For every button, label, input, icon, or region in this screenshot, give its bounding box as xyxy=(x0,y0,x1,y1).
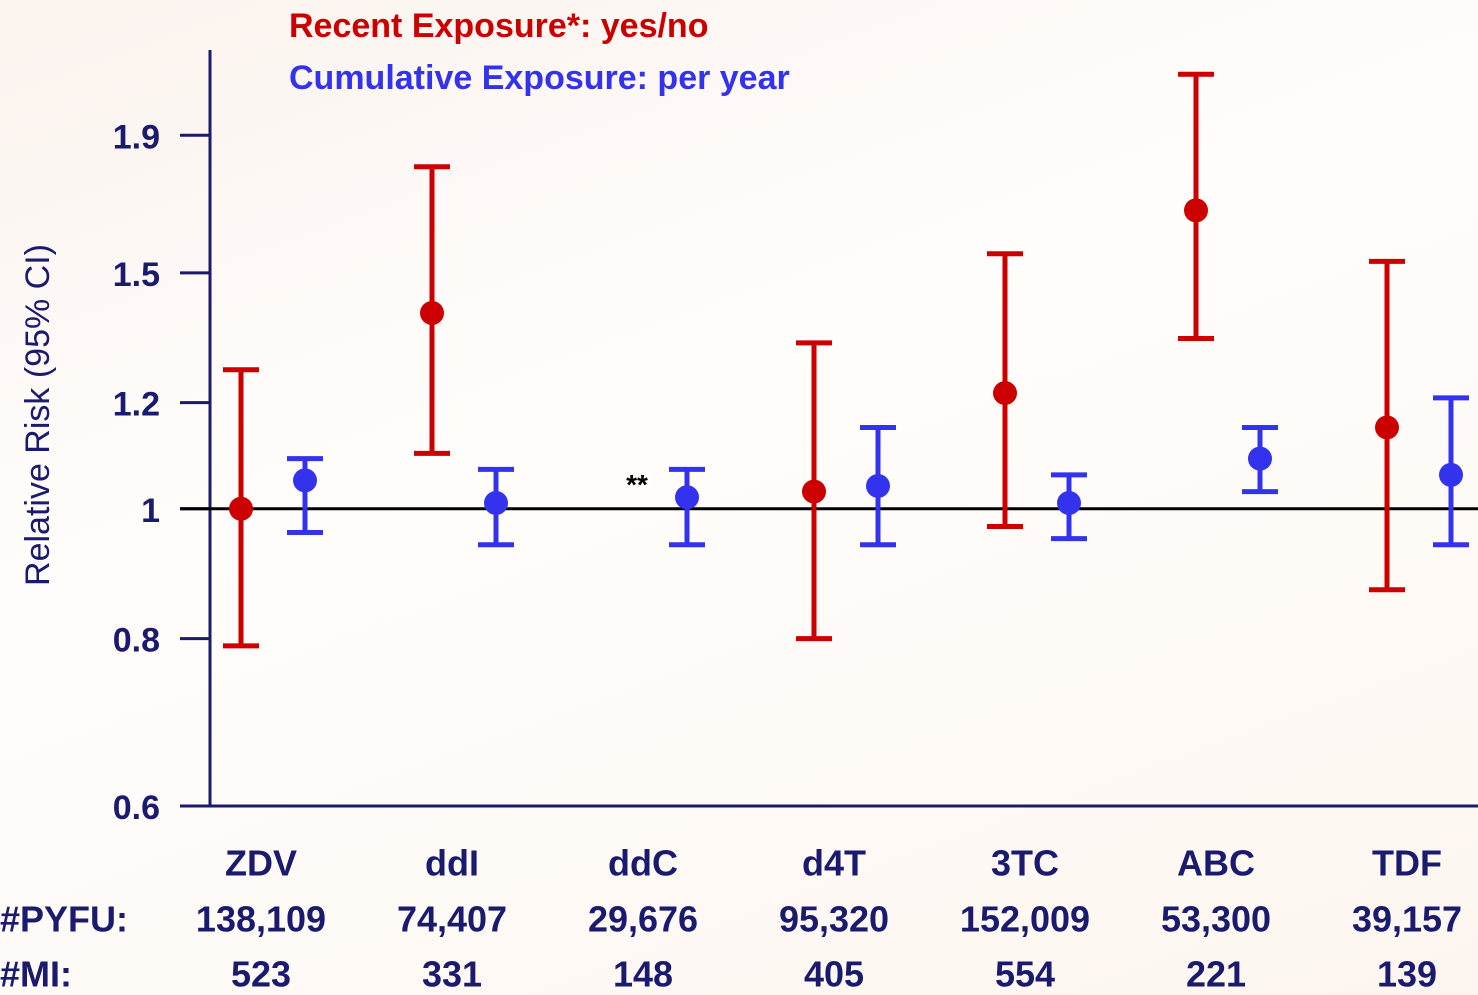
x-tick-label: TDF xyxy=(1372,843,1442,884)
point xyxy=(229,496,253,521)
point xyxy=(1057,490,1081,515)
legend-entry: Recent Exposure*: yes/no xyxy=(289,7,708,45)
y-axis-label: Relative Risk (95% CI) xyxy=(19,244,57,586)
row-value: 53,300 xyxy=(1161,899,1271,940)
row-value: 29,676 xyxy=(588,899,698,940)
point xyxy=(484,490,508,515)
point xyxy=(293,468,317,493)
row-value: 148 xyxy=(613,954,673,995)
row-value: 74,407 xyxy=(397,899,507,940)
x-tick-label: d4T xyxy=(802,843,866,884)
y-tick-label: 1 xyxy=(141,492,160,530)
point xyxy=(1375,415,1399,440)
row-value: 95,320 xyxy=(779,899,889,940)
legend-entry: Cumulative Exposure: per year xyxy=(289,59,790,97)
y-tick-label: 0.8 xyxy=(113,622,160,660)
row-value: 152,009 xyxy=(960,899,1090,940)
row-value: 138,109 xyxy=(196,899,326,940)
y-tick-label: 1.5 xyxy=(113,256,160,294)
x-tick-label: ZDV xyxy=(225,843,297,884)
row-value: 221 xyxy=(1186,954,1246,995)
point xyxy=(866,473,890,498)
row-label: #MI: xyxy=(0,954,72,995)
point xyxy=(1184,198,1208,223)
y-tick-label: 0.6 xyxy=(113,789,160,827)
point xyxy=(1439,462,1463,487)
point xyxy=(1248,446,1272,471)
annotation: ** xyxy=(626,469,648,500)
row-value: 405 xyxy=(804,954,864,995)
x-tick-label: ddI xyxy=(425,843,479,884)
x-tick-label: ABC xyxy=(1177,843,1255,884)
x-tick-label: 3TC xyxy=(991,843,1059,884)
row-value: 39,157 xyxy=(1352,899,1462,940)
point xyxy=(802,479,826,504)
point xyxy=(675,485,699,510)
y-tick-label: 1.2 xyxy=(113,386,160,424)
x-tick-label: ddC xyxy=(608,843,678,884)
point xyxy=(993,381,1017,406)
row-value: 331 xyxy=(422,954,482,995)
y-tick-label: 1.9 xyxy=(113,118,160,156)
point xyxy=(420,300,444,325)
row-value: 554 xyxy=(995,954,1055,995)
row-value: 523 xyxy=(231,954,291,995)
row-label: #PYFU: xyxy=(0,899,128,940)
row-value: 139 xyxy=(1377,954,1437,995)
